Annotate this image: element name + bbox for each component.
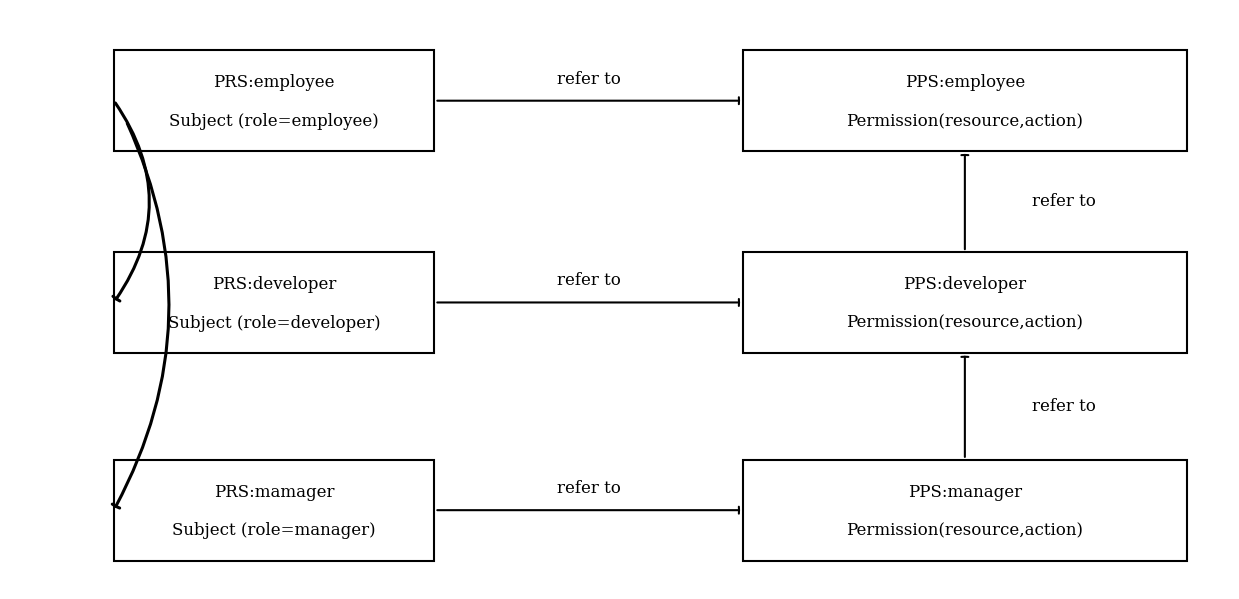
Text: refer to: refer to xyxy=(556,273,621,289)
FancyBboxPatch shape xyxy=(743,252,1187,353)
Text: refer to: refer to xyxy=(556,480,621,497)
FancyBboxPatch shape xyxy=(114,252,435,353)
FancyBboxPatch shape xyxy=(114,459,435,561)
Text: PPS:developer: PPS:developer xyxy=(903,276,1026,293)
Text: Subject (role=employee): Subject (role=employee) xyxy=(170,113,379,130)
Text: PRS:employee: PRS:employee xyxy=(213,74,335,92)
Text: PRS:developer: PRS:developer xyxy=(212,276,336,293)
Text: Permission(resource,action): Permission(resource,action) xyxy=(846,522,1083,540)
Text: Permission(resource,action): Permission(resource,action) xyxy=(846,314,1083,332)
Text: refer to: refer to xyxy=(1032,193,1095,210)
FancyArrowPatch shape xyxy=(113,123,169,508)
Text: Subject (role=manager): Subject (role=manager) xyxy=(172,522,375,540)
FancyBboxPatch shape xyxy=(114,50,435,151)
Text: PPS:manager: PPS:manager xyxy=(908,484,1022,501)
Text: PPS:employee: PPS:employee xyxy=(904,74,1025,92)
FancyBboxPatch shape xyxy=(743,459,1187,561)
Text: Subject (role=developer): Subject (role=developer) xyxy=(167,314,380,332)
Text: Permission(resource,action): Permission(resource,action) xyxy=(846,113,1083,130)
Text: refer to: refer to xyxy=(556,71,621,87)
Text: refer to: refer to xyxy=(1032,398,1095,415)
Text: PRS:mamager: PRS:mamager xyxy=(214,484,335,501)
FancyBboxPatch shape xyxy=(743,50,1187,151)
FancyArrowPatch shape xyxy=(113,103,150,301)
